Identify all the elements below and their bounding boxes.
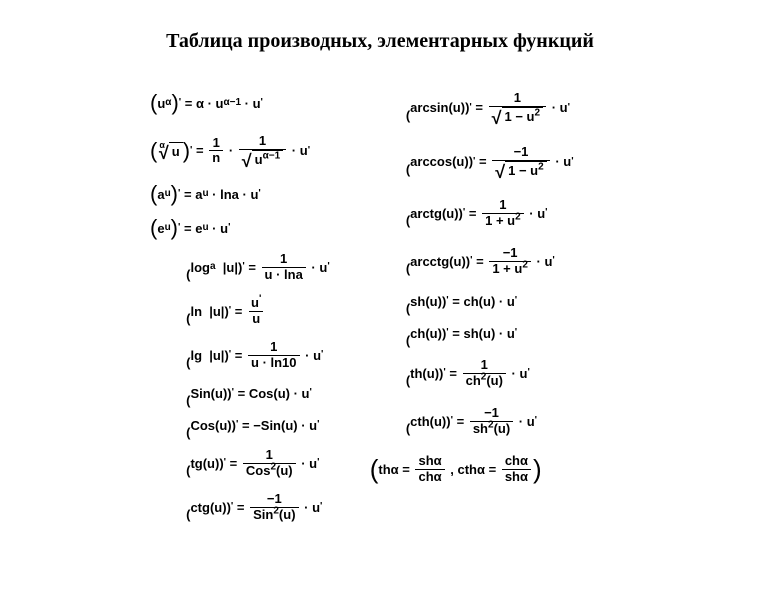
formula-arctg: (arctg(u))ʹ = 11 + u2 · uʹ [370, 189, 574, 237]
left-column: (uα)ʹ = α · uα−1 · uʹ (α√u)ʹ = 1n · 1 √u… [150, 81, 330, 529]
formula-lg: (lg |u|)ʹ = 1u · ln10 · uʹ [150, 333, 330, 377]
right-column: (arcsin(u))ʹ = 1 √1 − u2 · uʹ (arccos(u)… [370, 81, 574, 529]
formula-log-a: (loga |u|)ʹ = 1u · lna · uʹ [150, 245, 330, 289]
formula-ctg: (ctg(u))ʹ = −1Sin2(u) · uʹ [150, 485, 330, 529]
formula-ch: (ch(u))ʹ = sh(u) · uʹ [370, 317, 574, 349]
page-title: Таблица производных, элементарных функци… [40, 30, 720, 53]
formula-arcctg: (arcctg(u))ʹ = −11 + u2 · uʹ [370, 237, 574, 285]
formula-cth: (cth(u))ʹ = −1sh2(u) · uʹ [370, 397, 574, 445]
formula-hyp-identities: ( thα = shαchα , cthα = chαshα ) [370, 445, 574, 493]
formula-tg: (tg(u))ʹ = 1Cos2(u) · uʹ [150, 441, 330, 485]
formula-columns: (uα)ʹ = α · uα−1 · uʹ (α√u)ʹ = 1n · 1 √u… [40, 81, 720, 529]
formula-power: (uα)ʹ = α · uα−1 · uʹ [150, 81, 330, 125]
formula-cos: (Cos(u))ʹ = −Sin(u) · uʹ [150, 409, 330, 441]
formula-arcsin: (arcsin(u))ʹ = 1 √1 − u2 · uʹ [370, 81, 574, 135]
formula-sin: (Sin(u))ʹ = Cos(u) · uʹ [150, 377, 330, 409]
document-page: Таблица производных, элементарных функци… [0, 0, 760, 559]
formula-e-pow-u: (eu)ʹ = eu · uʹ [150, 211, 330, 245]
formula-a-pow-u: (au)ʹ = au · lna · uʹ [150, 177, 330, 211]
formula-ln: (ln |u|)ʹ = uʹu [150, 289, 330, 333]
formula-arccos: (arccos(u))ʹ = −1 √1 − u2 · uʹ [370, 135, 574, 189]
formula-nthroot: (α√u)ʹ = 1n · 1 √uα−1 · uʹ [150, 125, 330, 177]
formula-th: (th(u))ʹ = 1ch2(u) · uʹ [370, 349, 574, 397]
formula-sh: (sh(u))ʹ = ch(u) · uʹ [370, 285, 574, 317]
